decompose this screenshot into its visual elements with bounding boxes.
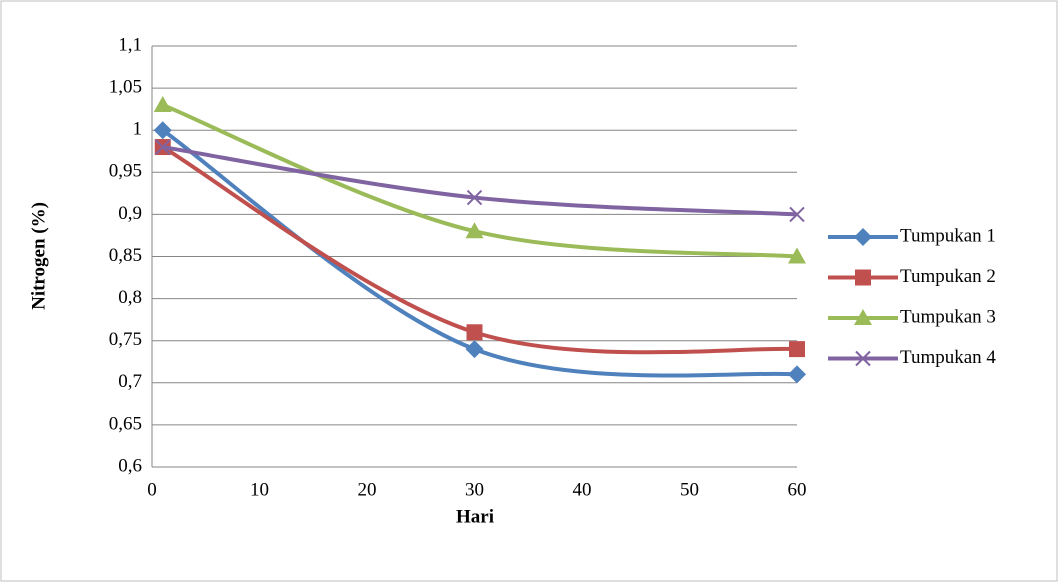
y-tick-label: 0,65 — [109, 413, 142, 434]
y-tick-label: 0,9 — [118, 203, 142, 224]
y-tick-label: 1,1 — [118, 34, 142, 55]
x-tick-label: 20 — [358, 479, 377, 500]
y-tick-label: 0,75 — [109, 329, 142, 350]
y-axis-title: Nitrogen (%) — [28, 202, 49, 310]
legend-label: Tumpukan 1 — [900, 225, 996, 246]
x-tick-label: 60 — [788, 479, 807, 500]
x-axis-title: Hari — [456, 506, 494, 527]
legend-marker — [855, 270, 871, 286]
x-tick-label: 40 — [573, 479, 592, 500]
chart: Hari Nitrogen (%) 0,6 0,65 0,7 0,75 0,8 0,85 0… — [0, 0, 1059, 583]
y-tick-label: 1 — [133, 119, 143, 140]
y-tick-label: 1,05 — [109, 76, 142, 97]
y-tick-label: 0,85 — [109, 245, 142, 266]
data-point — [467, 324, 483, 340]
y-tick-label: 0,7 — [118, 371, 142, 392]
x-tick-label: 50 — [680, 479, 699, 500]
y-tick-label: 0,8 — [118, 287, 142, 308]
legend-label: Tumpukan 2 — [900, 266, 996, 287]
y-tick-label: 0,6 — [118, 455, 142, 476]
y-tick-label: 0,95 — [109, 161, 142, 182]
x-tick-label: 10 — [250, 479, 269, 500]
legend-label: Tumpukan 3 — [900, 306, 996, 327]
legend-label: Tumpukan 4 — [900, 347, 996, 368]
data-point — [789, 341, 805, 357]
x-tick-label: 30 — [465, 479, 484, 500]
x-tick-label: 0 — [147, 479, 157, 500]
